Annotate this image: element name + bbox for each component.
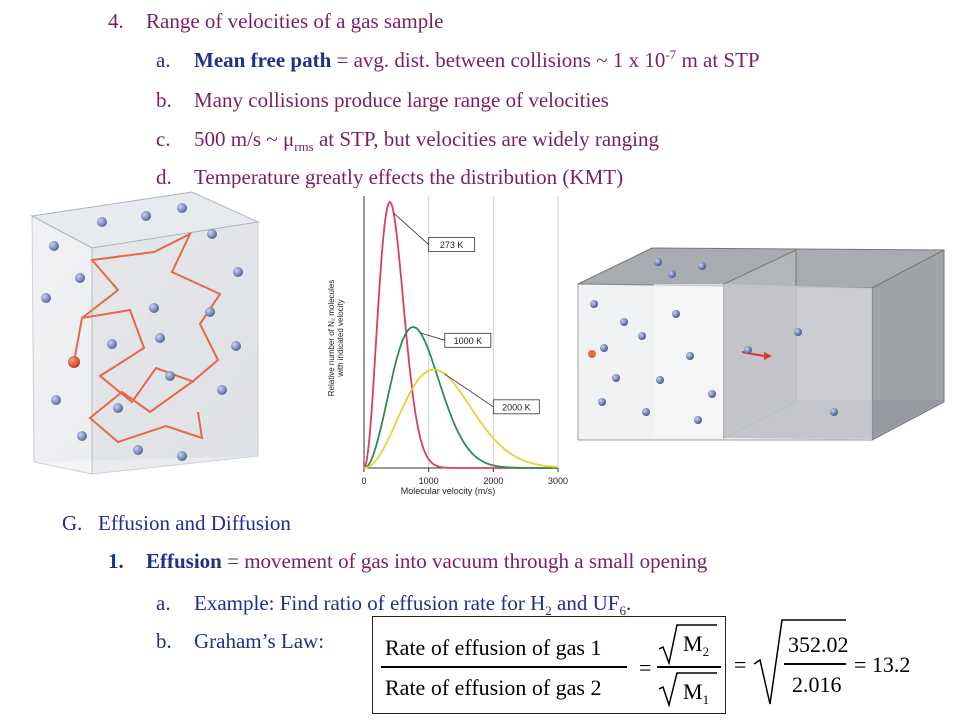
item-c-letter: c. — [156, 127, 171, 151]
item-a-exponent: -7 — [665, 47, 677, 62]
effusion-text: = movement of gas into vacuum through a … — [221, 549, 708, 573]
chart-y-axis-label-line-1: Relative number of N₂ molecules — [327, 280, 336, 397]
example-text-mid: and UF — [551, 591, 620, 615]
chart-x-tick-label: 1000 — [419, 476, 439, 486]
item-b: b. Many collisions produce large range of… — [156, 87, 609, 113]
item-a: a. Mean free path = avg. dist. between co… — [156, 47, 760, 73]
sqrt-top-icon — [658, 624, 717, 666]
item-b-text: Many collisions produce large range of v… — [194, 88, 609, 112]
example-h2-subscript: 2 — [545, 603, 552, 619]
chart-label-leader — [393, 212, 429, 245]
mean-free-path-term: Mean free path — [194, 48, 332, 72]
effusion-term: Effusion — [146, 549, 222, 573]
item-c-text-end: at STP, but velocities are widely rangin… — [313, 127, 659, 151]
formula-value-top: 352.02 — [788, 632, 849, 657]
example-text-end: . — [625, 591, 632, 615]
chart-label-leader — [420, 332, 445, 341]
chart-series-label: 1000 K — [454, 336, 483, 346]
chart-series-label: 2000 K — [502, 402, 531, 412]
item-d-letter: d. — [156, 165, 172, 188]
chart-x-tick-label: 3000 — [548, 476, 568, 486]
grahams-law-label: Graham’s Law: — [194, 629, 325, 653]
item-c-text: 500 m/s ~ μ — [194, 127, 295, 151]
item-a-letter: a. — [156, 48, 171, 72]
item-b-letter: b. — [156, 88, 172, 112]
formula-m-bottom: M1 — [683, 679, 709, 707]
section-4-number: 4. — [108, 9, 124, 33]
sqrt-bottom-icon — [658, 672, 717, 708]
item-a-text-end: m at STP — [676, 48, 760, 72]
effusion-number: 1. — [108, 549, 124, 573]
formula-m-top: M2 — [683, 631, 709, 659]
chart-series-label-box — [492, 399, 540, 415]
item-c-subscript: rms — [294, 139, 314, 155]
formula-value-bottom: 2.016 — [792, 672, 842, 697]
chart-canvas: 0 1000 2000 3000 273 K 1000 K 2000 K Molecula… — [327, 196, 568, 496]
section-4-title: Range of velocities of a gas sample — [146, 9, 444, 33]
chart-x-tick-label: 0 — [361, 476, 366, 486]
grahams-law-calculation: = 352.02 2.016 = 13.2 — [728, 616, 952, 712]
example-text: Example: Find ratio of effusion rate for… — [194, 591, 546, 615]
formula-equals-1: = — [639, 655, 651, 680]
effusion-definition: 1. Effusion = movement of gas into vacuum… — [108, 548, 707, 574]
chart-series-line — [363, 326, 558, 469]
grahams-law-formula: Rate of effusion of gas 1 Rate of effusi… — [372, 616, 726, 714]
formula-result: = 13.2 — [854, 652, 910, 677]
chart-series-label: 273 K — [440, 240, 464, 250]
chart-x-tick-label: 2000 — [483, 476, 503, 486]
formula-numerator: Rate of effusion of gas 1 — [385, 635, 602, 660]
item-d: d. Temperature greatly effects the distri… — [156, 164, 623, 188]
section-g-heading: G. Effusion and Diffusion — [62, 510, 291, 536]
section-g-title: Effusion and Diffusion — [98, 511, 291, 535]
chart-series-label-box — [428, 237, 476, 252]
sqrt-value-icon — [753, 619, 846, 705]
item-d-text: Temperature greatly effects the distribu… — [194, 165, 624, 188]
velocity-distribution-chart: 0 1000 2000 3000 273 K 1000 K 2000 K Molecula… — [326, 192, 572, 500]
chart-label-leader — [444, 373, 494, 408]
section-g-letter: G. — [62, 511, 83, 535]
example-item: a. Example: Find ratio of effusion rate f… — [156, 590, 632, 619]
formula-equals-2: = — [734, 652, 746, 677]
grahams-law-item: b. Graham’s Law: — [156, 628, 324, 654]
item-a-text: = avg. dist. between collisions ~ 1 x 10 — [331, 48, 666, 72]
grahams-law-letter: b. — [156, 629, 172, 653]
chart-x-axis-label: Molecular velocity (m/s) — [401, 486, 496, 496]
chart-y-axis-label-line-2: with indicated velocity — [336, 299, 345, 377]
effusion-box-illustration — [572, 244, 950, 444]
chart-series-label-box — [444, 332, 492, 348]
gas-collision-box-illustration — [22, 186, 266, 476]
section-4-heading: 4. Range of velocities of a gas sample — [108, 8, 443, 34]
example-uf6-subscript: 6 — [619, 603, 626, 619]
chart-series-line — [363, 368, 559, 469]
example-letter: a. — [156, 591, 171, 615]
formula-denominator: Rate of effusion of gas 2 — [385, 675, 602, 700]
item-c: c. 500 m/s ~ μrms at STP, but velocities … — [156, 126, 659, 155]
